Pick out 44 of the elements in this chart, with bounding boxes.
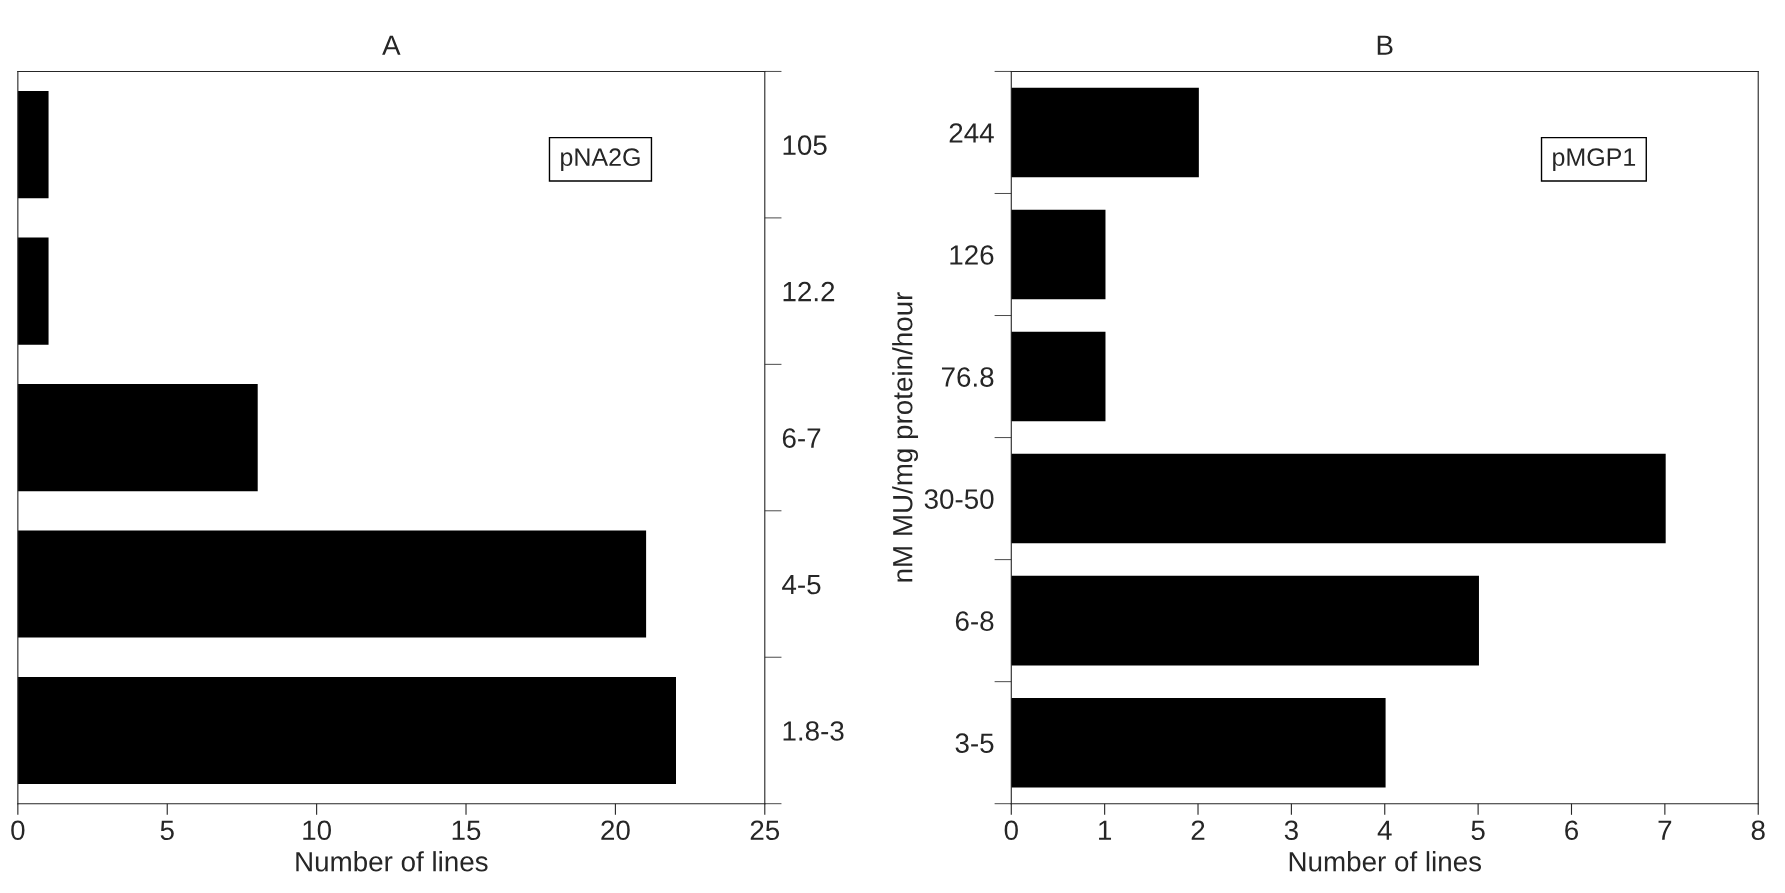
x-tick-label: 25 [750, 820, 780, 841]
x-tick-label: 10 [303, 820, 331, 841]
chart-title: A [382, 35, 401, 55]
bar [1011, 697, 1386, 788]
y-tick-label: 244 [949, 123, 994, 143]
bar [17, 676, 676, 785]
x-tick-label: 0 [1004, 820, 1018, 841]
x-tick-label: 15 [452, 820, 481, 841]
x-tick-label: 0 [11, 820, 25, 841]
x-tick-label: 7 [1658, 820, 1672, 840]
bar [17, 237, 49, 345]
x-tick-label: 2 [1191, 820, 1205, 840]
x-tick-label: 6 [1565, 820, 1578, 841]
y-tick-label: 6-7 [782, 428, 821, 448]
bar [17, 384, 258, 492]
x-tick-label: 8 [1751, 820, 1765, 841]
bar [1011, 87, 1199, 178]
y-tick-label: 12.2 [783, 281, 835, 302]
x-tick-label: 20 [601, 820, 630, 841]
y-tick-label: 4-5 [782, 574, 821, 595]
annotation: pNA2G [561, 148, 640, 171]
x-tick-label: 4 [1377, 820, 1392, 840]
x-axis-title: Number of lines [296, 851, 488, 872]
x-tick-label: 1 [1099, 820, 1112, 840]
y-tick-label: 1.8-3 [783, 721, 844, 741]
bar [1011, 331, 1106, 422]
y-axis-title: nM MU/mg protein/hour [892, 292, 919, 582]
y-tick-label: 105 [783, 135, 827, 155]
y-tick-label: 3-5 [955, 733, 994, 754]
x-tick-label: 5 [1471, 820, 1485, 841]
y-tick-label: 76.8 [941, 367, 994, 387]
bar [17, 91, 49, 199]
x-tick-label: 3 [1284, 820, 1298, 841]
annotation: pMGP1 [1553, 148, 1636, 171]
bar [1011, 453, 1666, 544]
y-tick-label: 126 [950, 245, 994, 265]
x-axis-title: Number of lines [1289, 851, 1482, 872]
x-tick-label: 5 [160, 820, 174, 841]
bar [1011, 575, 1479, 666]
bar [1011, 209, 1106, 300]
y-tick-label: 30-50 [924, 489, 994, 509]
bar [17, 530, 647, 638]
y-tick-label: 6-8 [955, 611, 994, 631]
chart-title: B [1377, 35, 1393, 55]
